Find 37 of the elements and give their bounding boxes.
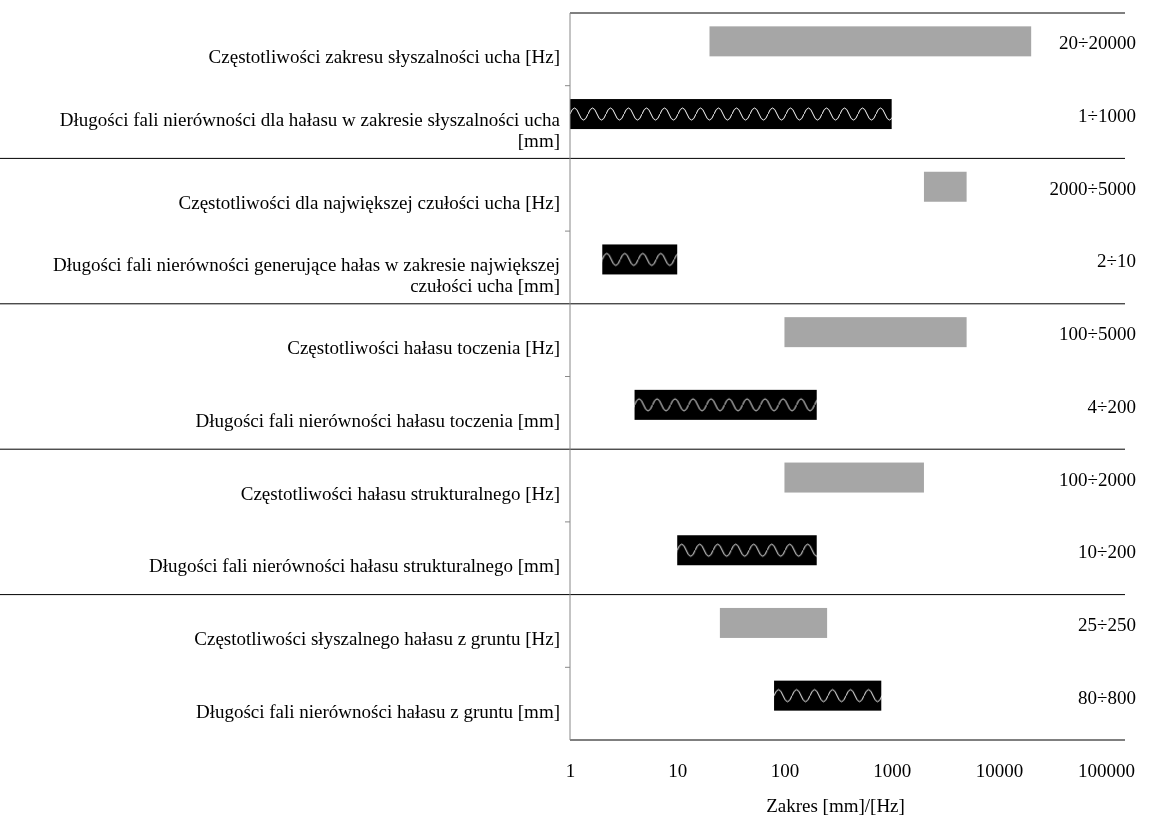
y-tick-label: Częstotliwości dla największej czułości ucha [Hz] [178,191,560,213]
bar [570,99,892,130]
y-tick-label: Długości fali nierówności dla hałasu w zakresie słyszalności ucha [mm] [59,109,561,152]
x-tick-label: 1000 [873,760,912,782]
bar [784,462,924,493]
annotation: 100÷5000 [1059,323,1136,345]
annotation: 2000÷5000 [1049,177,1136,199]
bar [709,26,1032,57]
y-tick-label: Częstotliwości hałasu strukturalnego [Hz] [240,482,560,504]
bar [774,680,882,711]
y-tick-label: Długości fali nierówności hałasu strukturalnego [mm] [148,555,560,577]
x-tick-label: 10 [668,760,688,782]
bar [784,317,967,348]
y-tick-label: Długości fali nierówności hałasu toczenia [mm] [195,409,560,431]
annotation: 25÷250 [1078,613,1136,635]
bar [602,244,678,275]
y-tick-label: Długości fali nierówności hałasu z gruntu [mm] [195,700,560,722]
x-tick-label: 10000 [975,760,1024,782]
y-tick-label: Częstotliwości zakresu słyszalności ucha [Hz] [208,46,560,68]
y-tick-label: Częstotliwości słyszalnego hałasu z gruntu [Hz] [194,627,560,649]
annotation: 100÷2000 [1059,468,1136,490]
x-tick-label: 100000 [1078,760,1136,782]
annotation: 20÷20000 [1059,32,1136,54]
annotation: 2÷10 [1097,250,1136,272]
x-tick-label: 100 [770,760,800,782]
y-tick-label: Długości fali nierówności generujące hałas w zakresie największej czułości ucha [mm] [53,254,560,297]
bar [719,607,828,638]
x-tick-label: 1 [565,760,576,782]
bar [634,389,817,420]
bar [923,171,967,202]
bar [677,535,817,566]
x-axis-title: Zakres [mm]/[Hz] [766,795,905,816]
annotation: 4÷200 [1087,395,1136,417]
y-tick-label: Częstotliwości hałasu toczenia [Hz] [287,337,560,359]
annotation: 10÷200 [1078,541,1136,563]
annotation: 1÷1000 [1078,105,1136,127]
annotation: 80÷800 [1078,686,1136,708]
